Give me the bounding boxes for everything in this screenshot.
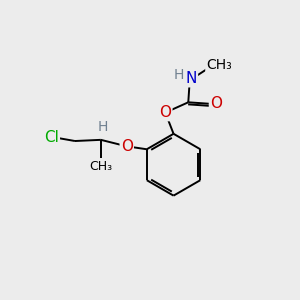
Text: H: H: [173, 68, 184, 82]
Text: CH₃: CH₃: [89, 160, 112, 173]
Text: H: H: [98, 121, 108, 134]
Text: O: O: [121, 139, 133, 154]
Text: CH₃: CH₃: [206, 58, 232, 73]
Text: Cl: Cl: [44, 130, 59, 145]
Text: N: N: [185, 71, 197, 86]
Text: O: O: [159, 105, 171, 120]
Text: O: O: [210, 96, 222, 111]
